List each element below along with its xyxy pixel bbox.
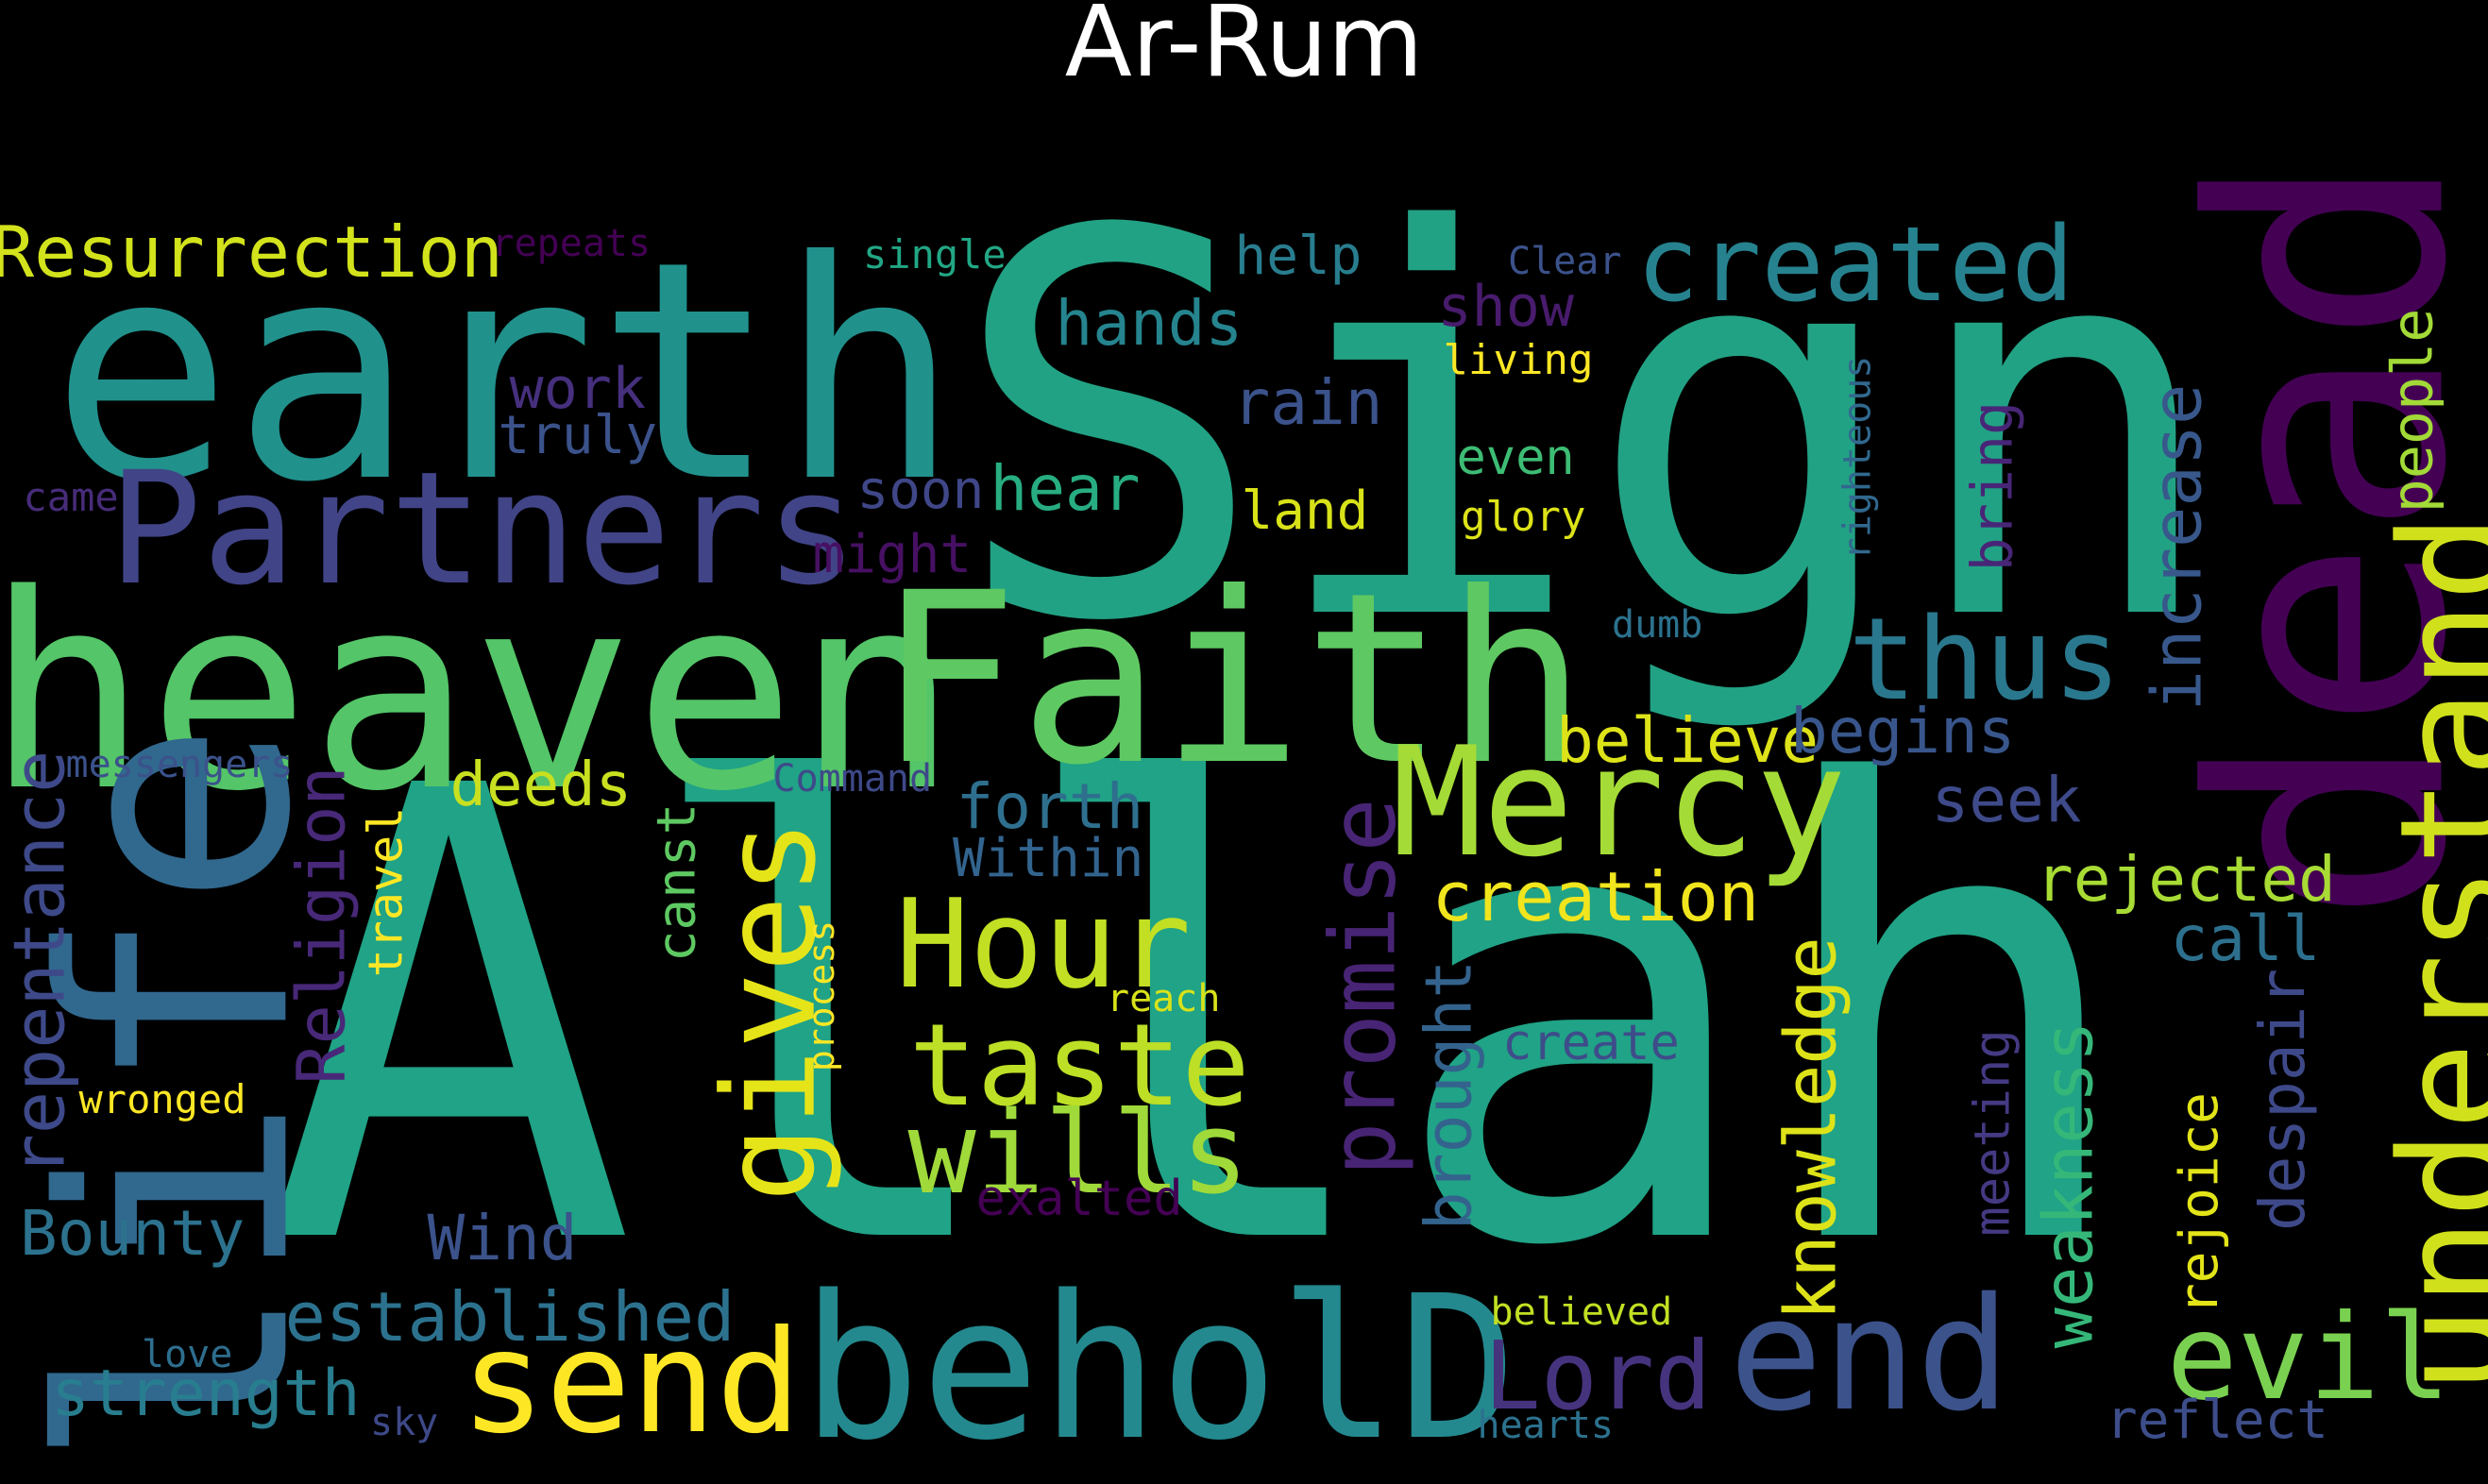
word-faith: Faith: [876, 542, 1588, 817]
word-repeats: repeats: [491, 222, 652, 265]
word-love: love: [142, 1333, 233, 1376]
word-create: create: [1502, 1015, 1680, 1071]
word-canst: canst: [645, 802, 707, 963]
word-understand: understand: [2367, 513, 2488, 1394]
word-partners: Partners: [108, 437, 859, 619]
word-meeting: meeting: [1964, 1029, 2022, 1237]
word-reflect: reflect: [2106, 1390, 2329, 1451]
word-wills: wills: [907, 1088, 1249, 1220]
word-increase: increase: [2136, 383, 2216, 712]
word-truly: truly: [498, 405, 658, 466]
word-people: people: [2378, 308, 2446, 514]
word-strength: strength: [51, 1357, 361, 1431]
word-hear: hear: [990, 452, 1141, 525]
word-messengers: messengers: [65, 743, 294, 786]
word-hands: hands: [1055, 287, 1244, 360]
word-evil: evil: [2166, 1289, 2451, 1426]
word-allah: Allah: [261, 656, 2138, 1382]
word-earth: earth: [50, 197, 960, 548]
word-believe: believe: [1556, 704, 1819, 777]
word-help: help: [1234, 226, 1362, 287]
word-reach: reach: [1107, 977, 1221, 1020]
word-seek: seek: [1931, 764, 2082, 836]
word-lord: Lord: [1483, 1321, 1712, 1431]
word-brought: brought: [1411, 959, 1486, 1231]
word-resurrection: Resurrection: [0, 210, 503, 294]
word-sky: sky: [370, 1401, 439, 1444]
word-hour: Hour: [895, 872, 1192, 1016]
word-within: Within: [953, 828, 1144, 889]
word-wronged: wronged: [78, 1076, 246, 1122]
word-even: even: [1456, 430, 1575, 486]
word-created: created: [1636, 204, 2074, 325]
word-deeds: deeds: [449, 750, 633, 820]
word-dumb: dumb: [1612, 603, 1703, 647]
chart-title: Ar-Rum: [1064, 0, 1424, 99]
word-travel: travel: [357, 806, 413, 978]
word-believed: believed: [1490, 1290, 1673, 1334]
word-bring: bring: [1958, 400, 2025, 572]
word-righteous: righteous: [1835, 355, 1879, 561]
word-religion: Religion: [282, 766, 361, 1085]
word-despair: despair: [2246, 968, 2320, 1232]
word-mercy: Mercy: [1392, 714, 1847, 890]
word-single: single: [863, 231, 1007, 278]
word-wind: Wind: [427, 1202, 578, 1274]
word-came: came: [23, 474, 119, 520]
word-glory: glory: [1461, 493, 1586, 541]
word-rejected: rejected: [2036, 843, 2336, 916]
word-call: call: [2170, 902, 2321, 975]
word-soon: soon: [856, 460, 985, 521]
word-forth: forth: [956, 770, 1144, 843]
word-clear: Clear: [1508, 240, 1622, 283]
word-creation: creation: [1431, 857, 1760, 936]
word-show: show: [1437, 274, 1575, 340]
word-repentance: repentance: [0, 750, 81, 1176]
word-end: end: [1729, 1263, 2011, 1445]
word-land: land: [1241, 481, 1369, 542]
word-promise: promise: [1312, 797, 1416, 1176]
word-might: might: [812, 524, 973, 585]
word-rain: rain: [1232, 366, 1383, 439]
word-sign: Sign: [949, 122, 2224, 737]
word-taste: taste: [908, 1001, 1250, 1132]
word-send: send: [460, 1301, 802, 1465]
word-begins: begins: [1790, 695, 2016, 767]
word-living: living: [1443, 336, 1594, 384]
word-established: established: [284, 1277, 736, 1357]
word-thus: thus: [1848, 595, 2122, 726]
word-heaven: heaven: [0, 536, 958, 851]
word-weakness: weakness: [2027, 1020, 2107, 1349]
word-knowledge: knowledge: [1769, 936, 1853, 1321]
word-rejoice: rejoice: [2169, 1091, 2231, 1316]
word-command: Command: [772, 757, 933, 801]
word-work: work: [509, 356, 647, 422]
word-behold: beholD: [801, 1253, 1518, 1484]
word-process: process: [801, 919, 843, 1072]
word-bounty: Bounty: [20, 1197, 245, 1270]
word-hearts: hearts: [1477, 1404, 1615, 1447]
word-exalted: exalted: [975, 1171, 1183, 1227]
